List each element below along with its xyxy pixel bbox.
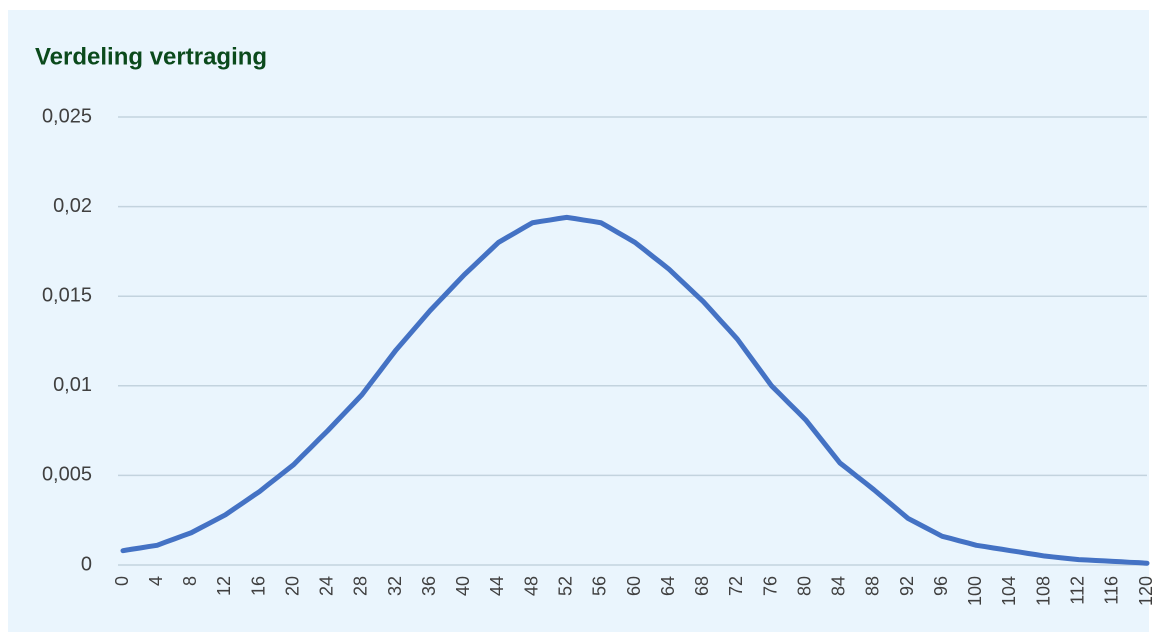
- x-tick-label: 24: [317, 576, 337, 596]
- y-tick-label: 0,02: [53, 195, 92, 217]
- x-tick-label: 32: [385, 576, 405, 596]
- x-tick-label: 104: [999, 576, 1019, 606]
- x-tick-label: 116: [1102, 576, 1122, 605]
- x-tick-label: 0: [112, 576, 132, 586]
- x-tick-label: 120: [1136, 576, 1156, 606]
- x-tick-label: 4: [146, 576, 166, 586]
- x-tick-label: 108: [1033, 576, 1053, 606]
- x-tick-label: 112: [1067, 576, 1087, 605]
- x-tick-label: 40: [453, 576, 473, 596]
- x-tick-label: 28: [351, 576, 371, 596]
- y-tick-label: 0,025: [42, 105, 92, 127]
- x-tick-label: 76: [760, 576, 780, 596]
- x-tick-label: 72: [726, 576, 746, 596]
- x-tick-label: 68: [692, 576, 712, 596]
- x-tick-label: 44: [487, 576, 507, 596]
- chart-title: Verdeling vertraging: [35, 43, 267, 70]
- x-tick-label: 8: [180, 576, 200, 586]
- data-line: [120, 214, 1150, 566]
- x-tick-label: 96: [931, 576, 951, 596]
- x-tick-label: 36: [419, 576, 439, 596]
- x-tick-label: 84: [829, 576, 849, 596]
- x-tick-label: 20: [282, 576, 302, 596]
- x-tick-label: 88: [863, 576, 883, 596]
- y-tick-label: 0,01: [53, 374, 92, 396]
- x-tick-label: 52: [555, 576, 575, 596]
- x-tick-label: 100: [965, 576, 985, 606]
- x-tick-label: 64: [658, 576, 678, 596]
- x-tick-label: 12: [214, 576, 234, 596]
- y-tick-label: 0,015: [42, 284, 92, 306]
- x-tick-label: 48: [521, 576, 541, 596]
- y-tick-label: 0,005: [42, 464, 92, 486]
- x-tick-label: 56: [590, 576, 610, 596]
- x-tick-label: 60: [624, 576, 644, 596]
- y-tick-label: 0: [81, 553, 92, 575]
- x-tick-label: 92: [897, 576, 917, 596]
- x-tick-label: 16: [248, 576, 268, 596]
- x-tick-label: 80: [794, 576, 814, 596]
